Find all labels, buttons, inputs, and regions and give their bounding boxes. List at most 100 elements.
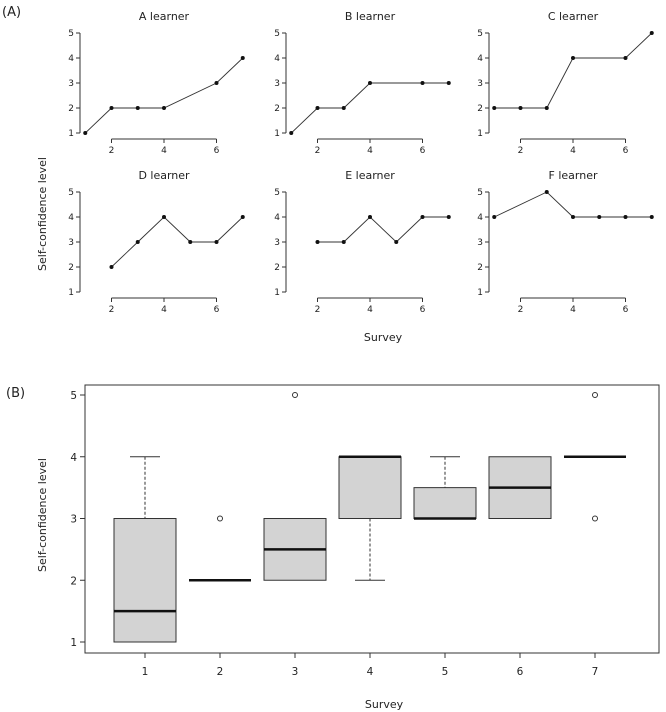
learner-f-x-tick-label: 2 [518, 305, 524, 315]
panel-b-xlabel: Survey [365, 698, 404, 711]
learner-e-data-point [368, 215, 372, 219]
survey-5-box-group [413, 456, 477, 520]
learner-e-x-tick-label: 4 [367, 305, 373, 315]
learner-a-data-point [83, 131, 88, 135]
learner-e-x-tick-label: 6 [420, 305, 426, 315]
learner-a-chart: A learner 1 2 3 4 5 2 4 6 [68, 10, 245, 156]
learner-e-y-tick-label: 2 [274, 263, 280, 273]
learner-b-y-tick-label: 3 [274, 79, 280, 89]
learner-e-x-tick-label: 2 [315, 305, 321, 315]
learner-d-data-point [109, 265, 114, 269]
learner-f-x-tick-label: 6 [623, 305, 629, 315]
learner-a-data-point [214, 81, 219, 85]
learner-a-data-point [135, 106, 140, 110]
learner-b-data-point [368, 81, 372, 85]
learner-a-x-tick-label: 6 [214, 146, 220, 156]
learner-c-data-point [518, 106, 523, 110]
outlier-point [592, 515, 598, 522]
learner-f-y-tick-label: 5 [477, 188, 483, 198]
panel-a-ylabel: Self-confidence level [36, 157, 49, 271]
learner-d-title: D learner [138, 169, 190, 182]
learner-e-data-point [315, 240, 320, 244]
learner-b-x-tick-label: 6 [420, 146, 426, 156]
box-x-tick-label: 5 [442, 666, 449, 678]
learner-c-chart: C learner 1 2 3 4 5 2 4 6 [477, 10, 654, 156]
learner-e-y-tick-label: 4 [274, 213, 280, 223]
learner-d-x-tick-label: 6 [214, 305, 220, 315]
outlier-point [217, 515, 223, 522]
learner-b-data-point [420, 81, 425, 85]
learner-d-y-tick-label: 2 [68, 263, 74, 273]
outlier-point [592, 392, 598, 398]
learner-d-data-point [188, 240, 193, 244]
panel-label-a: (A) [2, 5, 21, 20]
learner-c-x-tick-label: 2 [518, 146, 524, 156]
learner-a-title: A learner [139, 10, 190, 23]
learner-b-data-point [315, 106, 320, 110]
survey-1-box-group [113, 456, 177, 643]
learner-d-y-tick-label: 3 [68, 238, 74, 248]
learner-d-y-tick-label: 1 [68, 288, 74, 298]
learner-d-data-point [214, 240, 219, 244]
iqr-box [113, 518, 177, 643]
learner-e-y-tick-label: 1 [274, 288, 280, 298]
learner-a-series-line [84, 57, 244, 134]
learner-e-data-point [394, 240, 399, 244]
learner-f-data-point [623, 215, 628, 219]
box-y-tick-label: 3 [70, 514, 77, 526]
box-x-tick-label: 4 [367, 666, 374, 678]
learner-c-series-line [494, 32, 653, 109]
learner-a-data-point [109, 106, 114, 110]
learner-e-data-point [341, 240, 346, 244]
learner-f-x-tick-label: 4 [570, 305, 576, 315]
learner-e-y-tick-label: 3 [274, 238, 280, 248]
box-x-tick-label: 3 [292, 666, 299, 678]
box-x-tick-label: 2 [217, 666, 224, 678]
learner-e-y-tick-label: 5 [274, 188, 280, 198]
learner-f-chart: F learner 1 2 3 4 5 2 4 6 [477, 169, 654, 315]
learner-d-data-point [162, 215, 166, 219]
learner-f-title: F learner [549, 169, 598, 182]
learner-b-series-line [290, 82, 449, 134]
box-x-tick-label: 7 [592, 666, 599, 678]
learner-a-data-point [240, 56, 245, 60]
learner-f-y-tick-label: 2 [477, 263, 483, 273]
learner-e-title: E learner [345, 169, 395, 182]
learner-f-y-tick-label: 1 [477, 288, 483, 298]
learner-c-y-tick-label: 3 [477, 79, 483, 89]
survey-6-box-group [488, 456, 552, 519]
survey-4-box-group [338, 455, 402, 581]
learner-b-chart: B learner 1 2 3 4 5 2 4 6 [274, 10, 451, 156]
learner-c-x-tick-label: 6 [623, 146, 629, 156]
learner-f-data-point [649, 215, 654, 219]
learner-d-y-tick-label: 5 [68, 188, 74, 198]
learner-a-y-tick-label: 4 [68, 54, 74, 64]
learner-f-data-point [492, 215, 497, 219]
learner-c-data-point [623, 56, 628, 60]
learner-f-data-point [571, 215, 575, 219]
learner-c-data-point [649, 31, 654, 35]
learner-a-y-tick-label: 1 [68, 129, 74, 139]
box-y-tick-label: 2 [70, 575, 77, 587]
box-y-tick-label: 4 [70, 452, 77, 464]
learner-b-data-point [289, 131, 294, 135]
survey-3-box-group [263, 392, 327, 581]
learner-a-x-tick-label: 4 [161, 146, 167, 156]
survey-7-box-group [564, 392, 626, 522]
learner-a-data-point [162, 106, 166, 110]
learner-a-x-tick-label: 2 [109, 146, 115, 156]
learner-c-x-tick-label: 4 [570, 146, 576, 156]
learner-e-series-line [317, 216, 449, 243]
learner-b-x-tick-label: 4 [367, 146, 373, 156]
box-x-tick-label: 6 [517, 666, 524, 678]
learner-c-y-tick-label: 4 [477, 54, 483, 64]
learner-d-x-tick-label: 4 [161, 305, 167, 315]
learner-c-y-tick-label: 1 [477, 129, 483, 139]
learner-b-title: B learner [345, 10, 396, 23]
learner-e-chart: E learner 1 2 3 4 5 2 4 6 [274, 169, 451, 315]
iqr-box [338, 456, 402, 519]
learner-f-series-line [494, 191, 652, 218]
learner-b-data-point [446, 81, 451, 85]
